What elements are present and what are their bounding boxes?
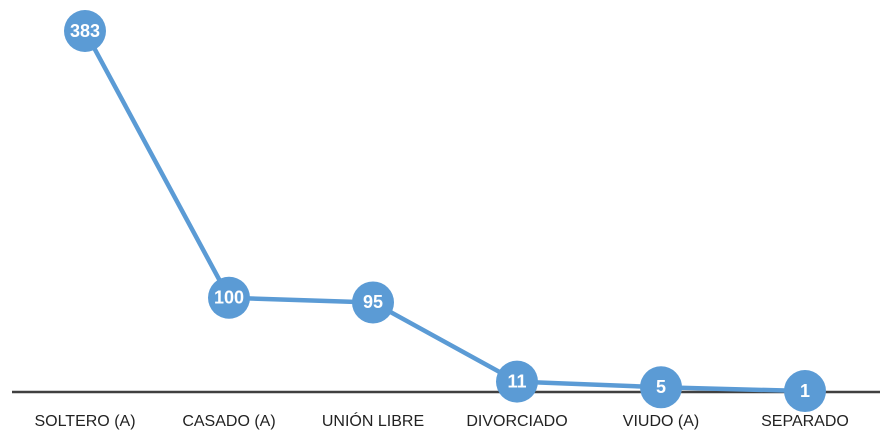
data-label: 1 xyxy=(800,381,810,401)
data-label: 100 xyxy=(214,288,244,308)
data-point xyxy=(208,276,250,319)
data-label: 11 xyxy=(507,371,526,391)
data-point xyxy=(496,360,538,403)
data-point xyxy=(640,366,682,409)
x-tick-label: UNIÓN LIBRE xyxy=(322,411,424,430)
x-tick-label: VIUDO (A) xyxy=(623,413,699,430)
data-point xyxy=(352,281,394,324)
data-label: 383 xyxy=(70,21,100,41)
x-tick-label: CASADO (A) xyxy=(182,413,275,430)
data-label: 95 xyxy=(363,292,383,312)
x-tick-label: SEPARADO xyxy=(761,413,849,430)
data-point xyxy=(64,10,106,53)
data-point xyxy=(784,370,826,413)
data-label: 5 xyxy=(656,377,666,397)
x-tick-label: SOLTERO (A) xyxy=(34,413,135,430)
data-line xyxy=(83,29,806,394)
x-tick-label: DIVORCIADO xyxy=(466,413,567,430)
